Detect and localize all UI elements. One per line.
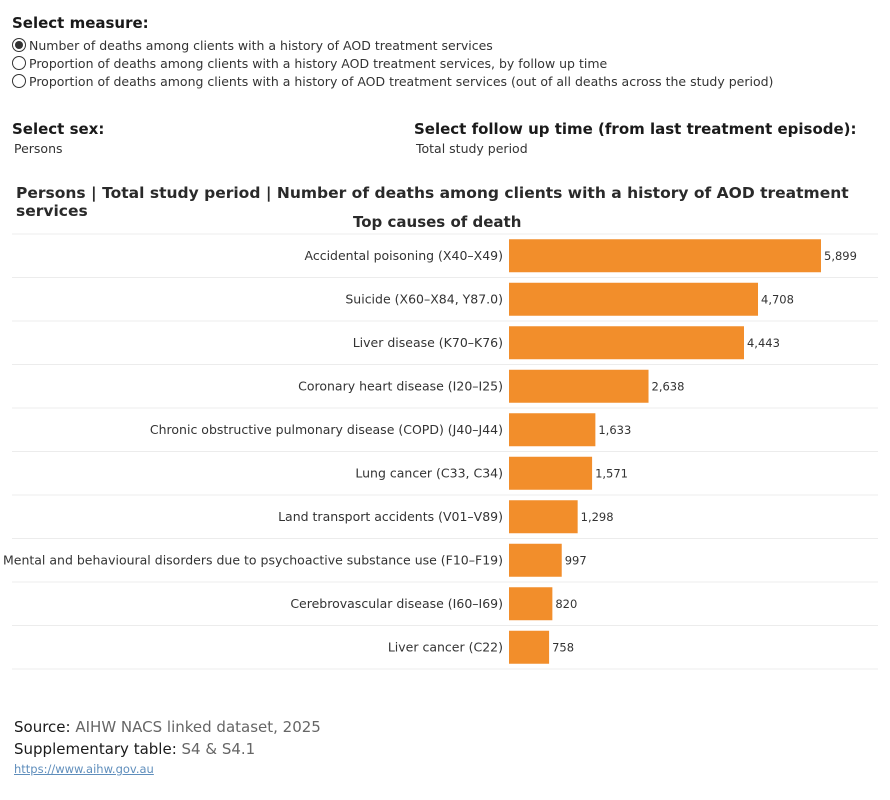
chart-title: Persons | Total study period | Number of… [16, 184, 849, 220]
measure-heading: Select measure: [12, 14, 149, 32]
value-label: 820 [555, 597, 577, 611]
measure-option-number-of-deaths[interactable]: Number of deaths among clients with a hi… [12, 36, 493, 54]
aihw-link[interactable]: https://www.aihw.gov.au [14, 762, 154, 776]
source-value: AIHW NACS linked dataset, 2025 [75, 718, 321, 736]
supplementary-table-value: S4 & S4.1 [181, 740, 256, 758]
value-label: 997 [565, 553, 587, 567]
radio-selected-icon[interactable] [12, 38, 26, 52]
radio-unselected-icon[interactable] [12, 74, 26, 88]
value-label: 1,571 [595, 466, 628, 480]
sex-filter-value[interactable]: Persons [14, 141, 63, 156]
category-label: Coronary heart disease (I20–I25) [298, 378, 503, 393]
bar[interactable] [509, 369, 649, 403]
measure-option-proportion-of-all-deaths[interactable]: Proportion of deaths among clients with … [12, 72, 773, 90]
supplementary-table-line: Supplementary table: S4 & S4.1 [14, 740, 255, 758]
bar[interactable] [509, 413, 596, 447]
bar[interactable] [509, 630, 550, 664]
chart-subtitle: Top causes of death [353, 213, 522, 231]
value-label: 1,633 [598, 423, 631, 437]
measure-option-label: Number of deaths among clients with a hi… [29, 37, 493, 53]
category-label: Cerebrovascular disease (I60–I69) [290, 596, 503, 611]
category-label: Suicide (X60–X84, Y87.0) [345, 291, 503, 306]
category-label: Land transport accidents (V01–V89) [278, 509, 503, 524]
category-label: Mental and behavioural disorders due to … [3, 552, 503, 567]
category-label: Liver disease (K70–K76) [353, 335, 503, 350]
category-label: Chronic obstructive pulmonary disease (C… [150, 422, 503, 437]
bar[interactable] [509, 239, 821, 273]
followup-filter-value[interactable]: Total study period [416, 141, 528, 156]
sex-filter-heading: Select sex: [12, 120, 105, 138]
radio-unselected-icon[interactable] [12, 56, 26, 70]
value-label: 758 [552, 640, 574, 654]
value-label: 4,708 [761, 292, 794, 306]
followup-filter-heading: Select follow up time (from last treatme… [414, 120, 857, 138]
category-label: Lung cancer (C33, C34) [355, 465, 503, 480]
source-line: Source: AIHW NACS linked dataset, 2025 [14, 718, 321, 736]
measure-option-label: Proportion of deaths among clients with … [29, 55, 608, 71]
value-label: 5,899 [824, 249, 857, 263]
measure-option-proportion-by-follow-up[interactable]: Proportion of deaths among clients with … [12, 54, 607, 72]
bar[interactable] [509, 587, 553, 621]
category-label: Accidental poisoning (X40–X49) [305, 248, 504, 263]
value-label: 4,443 [747, 336, 780, 350]
bar[interactable] [509, 543, 562, 577]
bar[interactable] [509, 326, 744, 360]
bar[interactable] [509, 282, 759, 316]
measure-option-label: Proportion of deaths among clients with … [29, 73, 774, 89]
bar[interactable] [509, 500, 578, 534]
value-label: 2,638 [652, 379, 685, 393]
bar[interactable] [509, 456, 593, 490]
supplementary-table-key: Supplementary table: [14, 740, 177, 758]
value-label: 1,298 [581, 510, 614, 524]
category-label: Liver cancer (C22) [388, 639, 503, 654]
source-key: Source: [14, 718, 71, 736]
